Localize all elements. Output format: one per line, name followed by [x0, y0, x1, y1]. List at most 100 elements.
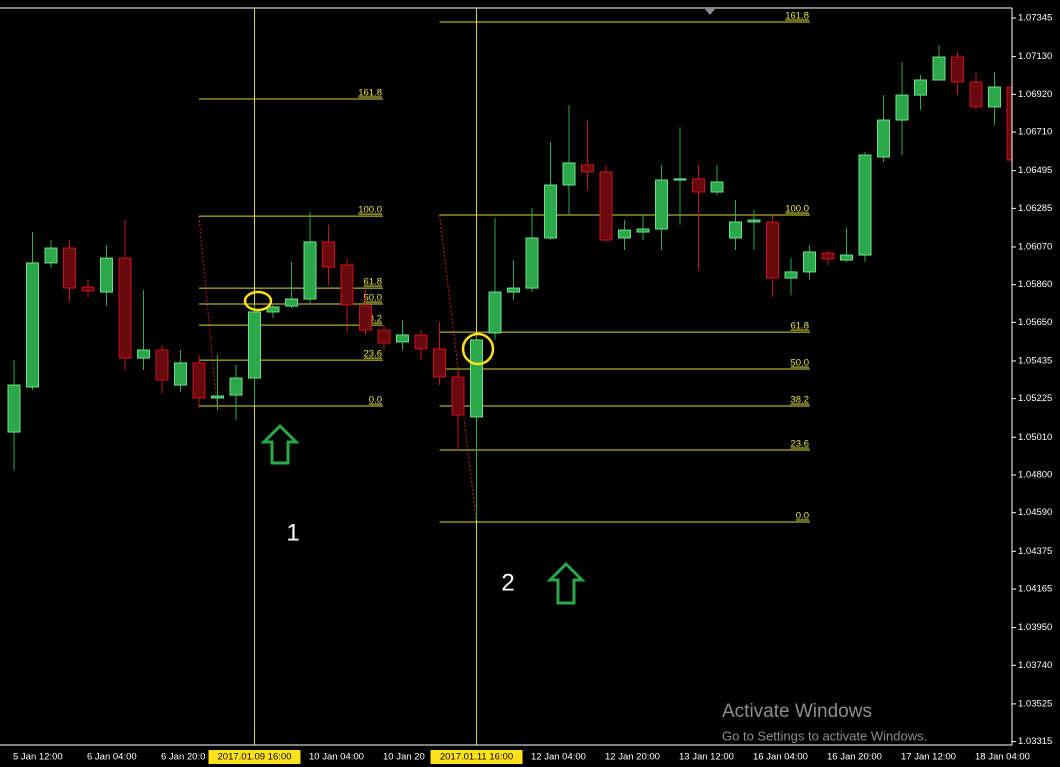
candle-body: [174, 362, 187, 386]
candle-body: [192, 362, 206, 399]
fib-level-label: 50.0: [364, 293, 383, 304]
y-tick-label: 1.03315: [1018, 736, 1052, 747]
candle-body: [359, 305, 372, 331]
x-tick-label: 13 Jan 12:00: [679, 752, 734, 763]
y-tick-label: 1.06495: [1018, 165, 1052, 176]
candle-body: [803, 251, 816, 273]
candle-body: [340, 264, 354, 306]
x-tick-label: 12 Jan 04:00: [531, 752, 586, 763]
fib-level-label: 50.0: [791, 358, 810, 369]
candle-body: [100, 257, 113, 293]
y-tick-label: 1.07130: [1018, 51, 1052, 62]
candle-body: [784, 271, 798, 279]
candle-body: [470, 339, 483, 418]
candle-body: [599, 171, 613, 241]
time-marker-label: 2017.01.11 16:00: [440, 752, 513, 763]
candle-body: [377, 329, 391, 344]
y-tick-label: 1.05435: [1018, 355, 1052, 366]
y-tick-label: 1.04375: [1018, 546, 1052, 557]
x-tick-label: 10 Jan 20: [383, 752, 425, 763]
candle-body: [488, 291, 502, 334]
x-tick-label: 16 Jan 04:00: [753, 752, 808, 763]
fib-level-label: 23.6: [364, 349, 383, 360]
candle-body: [7, 384, 21, 433]
highlight-ellipse: [243, 290, 273, 312]
candle-body: [618, 229, 631, 239]
candle-body: [229, 377, 243, 396]
shift-marker: [705, 9, 715, 15]
y-tick-label: 1.03740: [1018, 660, 1052, 671]
y-tick-label: 1.07345: [1018, 13, 1052, 24]
y-tick-label: 1.04800: [1018, 469, 1052, 480]
y-tick-label: 1.05010: [1018, 432, 1052, 443]
candle-body: [266, 306, 280, 313]
candle-body: [988, 86, 1001, 108]
candle-body: [710, 181, 724, 193]
y-tick-label: 1.06070: [1018, 241, 1052, 252]
fib-level-label: 38.2: [364, 314, 383, 325]
candle-body: [932, 56, 946, 81]
candle-body: [969, 81, 983, 108]
fib-level-label: 23.6: [791, 439, 810, 450]
fib-level-label: 100.0: [785, 204, 809, 215]
candle-body: [155, 349, 169, 381]
candle-body: [303, 241, 317, 300]
up-arrow: [546, 561, 586, 605]
y-tick-label: 1.05650: [1018, 317, 1052, 328]
watermark: Go to Settings to activate Windows.: [722, 728, 927, 743]
candle-body: [821, 252, 835, 260]
candle-body: [451, 376, 465, 416]
candle-body: [322, 241, 335, 268]
fib-level-label: 38.2: [791, 395, 810, 406]
candle-body: [433, 348, 446, 378]
candle-body: [44, 247, 58, 264]
x-tick-label: 6 Jan 04:00: [87, 752, 137, 763]
candle-body: [414, 334, 428, 350]
y-tick-label: 1.06710: [1018, 127, 1052, 138]
candle-body: [858, 154, 872, 256]
fib-trendline: [439, 214, 477, 523]
candle-body: [840, 254, 853, 261]
x-tick-label: 16 Jan 20:00: [827, 752, 882, 763]
candle-body: [26, 262, 39, 388]
candle-body: [507, 287, 520, 293]
y-tick-label: 1.04590: [1018, 507, 1052, 518]
x-tick-label: 10 Jan 04:00: [309, 752, 364, 763]
candle-body: [581, 164, 594, 173]
highlight-ellipse: [461, 332, 495, 366]
time-marker-box: [430, 750, 523, 764]
y-tick-label: 1.05225: [1018, 393, 1052, 404]
fib-level-label: 161.8: [358, 88, 382, 99]
candle-body: [248, 311, 261, 379]
candle-body: [692, 178, 705, 193]
y-tick-label: 1.03525: [1018, 698, 1052, 709]
candle-body: [285, 298, 298, 307]
candle-body: [895, 94, 909, 121]
price-axis: 1.07345 1.07130 1.06920 1.06710 1.06495 1.062…: [1012, 13, 1052, 747]
candle-body: [747, 219, 761, 223]
annotation-label: 1: [286, 519, 299, 546]
annotation-label: 2: [501, 569, 514, 596]
x-tick-label: 5 Jan 12:00: [13, 752, 63, 763]
candle-body: [137, 349, 150, 359]
candle-body: [562, 162, 576, 186]
candle-body: [81, 286, 95, 292]
candle-body: [211, 395, 224, 399]
candle-body: [396, 334, 409, 343]
up-arrow: [260, 423, 300, 465]
candle-body: [673, 178, 687, 181]
candle-body: [951, 56, 964, 83]
x-tick-label: 17 Jan 12:00: [901, 752, 956, 763]
y-tick-label: 1.05860: [1018, 279, 1052, 290]
time-marker-label: 2017.01.09 16:00: [218, 752, 292, 763]
candle-body: [544, 184, 557, 239]
x-tick-label: 12 Jan 20:00: [605, 752, 660, 763]
candle-body: [877, 119, 890, 158]
fib-level-label: 100.0: [358, 205, 382, 216]
fib-level-label: 0.0: [369, 395, 382, 406]
candle-body: [655, 179, 668, 230]
candle-body: [118, 257, 132, 359]
x-tick-label: 18 Jan 04:00: [975, 752, 1030, 763]
